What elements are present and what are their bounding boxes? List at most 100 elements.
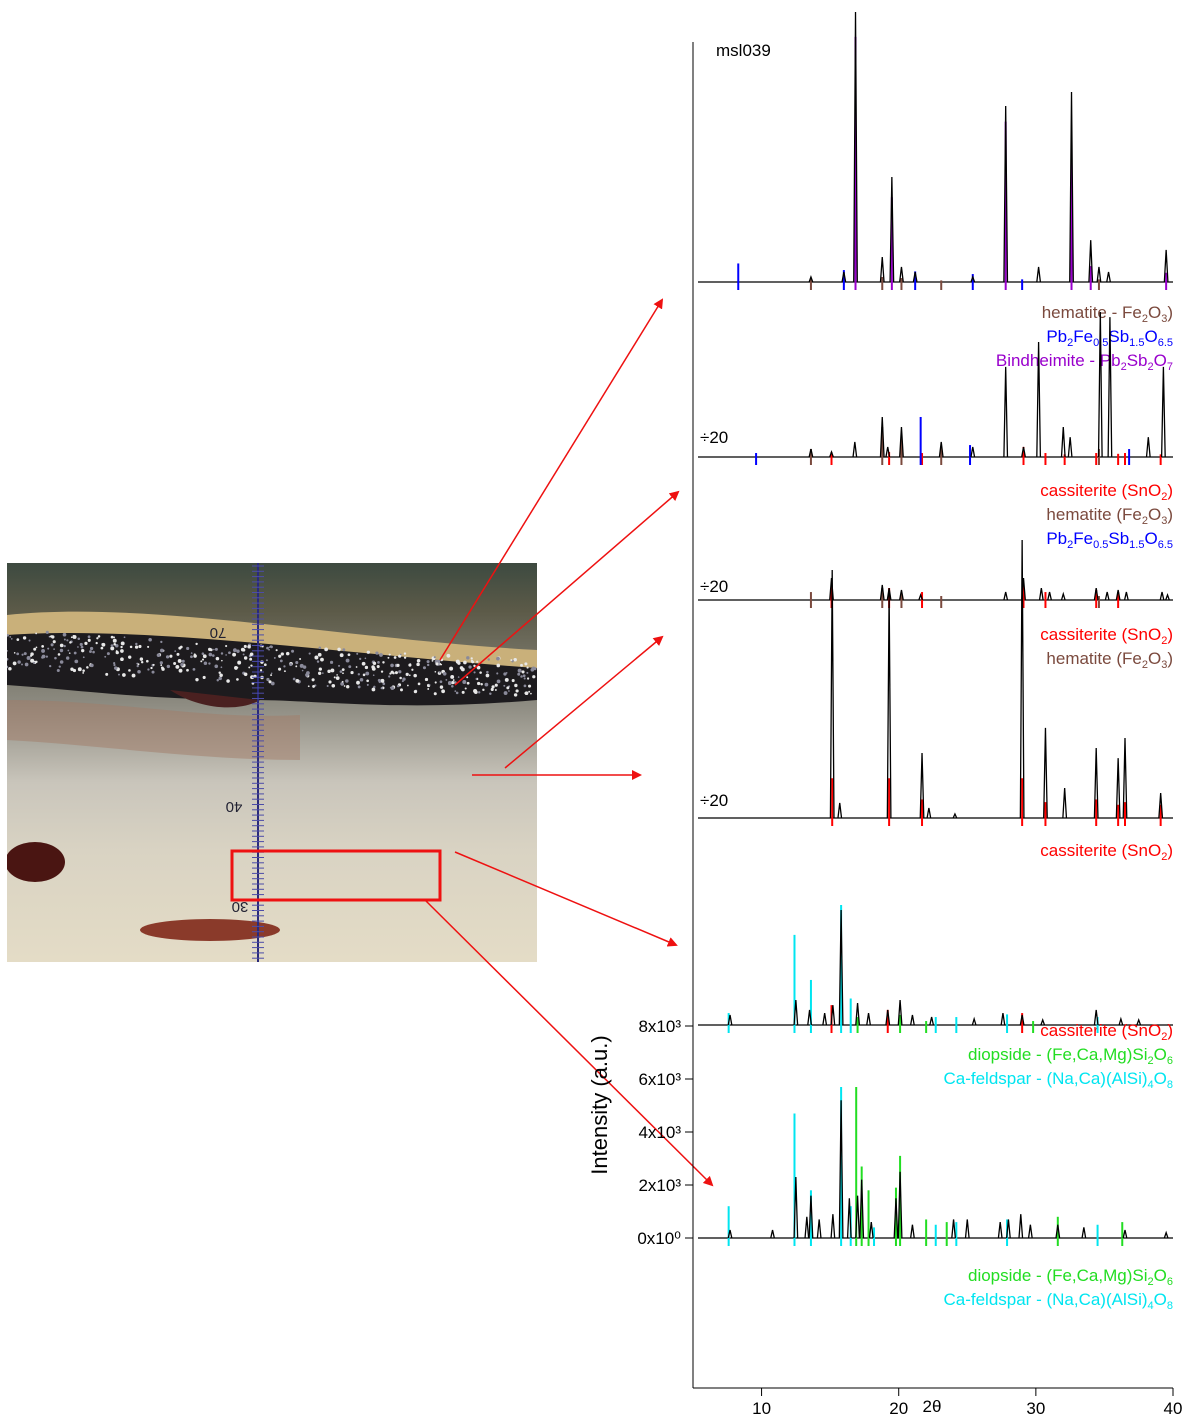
speckle xyxy=(505,678,509,682)
label-part: 8 xyxy=(1167,1300,1173,1312)
label-part: O xyxy=(1144,529,1157,548)
label-part: ) xyxy=(1167,505,1173,524)
speckle xyxy=(90,647,93,650)
label-part: O xyxy=(1154,1266,1167,1285)
speckle xyxy=(96,642,98,644)
speckle xyxy=(88,635,91,638)
speckle xyxy=(110,646,114,650)
peak xyxy=(911,1015,915,1025)
speckle xyxy=(504,691,508,695)
speckle xyxy=(278,655,281,658)
speckle xyxy=(394,656,397,659)
label-part: diopside - (Fe,Ca,Mg)Si xyxy=(968,1045,1148,1064)
speckle xyxy=(233,648,237,652)
speckle xyxy=(221,652,223,654)
speckle xyxy=(446,654,450,658)
peak xyxy=(831,1214,835,1238)
peak xyxy=(1004,592,1008,600)
speckle xyxy=(118,674,120,676)
speckle xyxy=(130,646,133,649)
speckle xyxy=(486,671,488,673)
peak xyxy=(886,447,890,457)
peak xyxy=(911,1225,915,1238)
speckle xyxy=(14,652,16,654)
speckle xyxy=(111,636,114,639)
speckle xyxy=(169,655,172,658)
speckle xyxy=(312,678,315,681)
label-part: Fe xyxy=(1073,327,1093,346)
x-axis-label: 2θ xyxy=(923,1397,942,1416)
y-tick-label: 4x10³ xyxy=(638,1123,681,1142)
speckle xyxy=(506,672,508,674)
label-part: O xyxy=(1154,1290,1167,1309)
peak xyxy=(1062,594,1066,600)
speckle xyxy=(513,658,516,661)
speckle xyxy=(219,673,223,677)
speckle xyxy=(202,658,204,660)
speckle xyxy=(390,664,394,668)
ruler-label: 0 xyxy=(523,453,531,470)
speckle xyxy=(496,672,498,674)
speckle xyxy=(179,669,183,673)
speckle xyxy=(54,657,57,660)
speckle xyxy=(60,649,63,652)
speckle xyxy=(121,641,125,645)
speckle xyxy=(167,665,170,668)
speckle xyxy=(328,680,331,683)
speckle xyxy=(524,692,526,694)
label-part: ) xyxy=(1167,649,1173,668)
speckle xyxy=(212,654,215,657)
speckle xyxy=(488,658,490,660)
speckle xyxy=(463,661,467,665)
speckle xyxy=(491,688,494,691)
speckle xyxy=(264,663,267,666)
speckle xyxy=(429,684,431,686)
x-tick-label: 10 xyxy=(752,1399,771,1418)
speckle xyxy=(427,664,429,666)
speckle xyxy=(382,661,384,663)
speckle xyxy=(147,646,149,648)
speckle xyxy=(440,685,443,688)
peak xyxy=(1162,367,1166,457)
speckle xyxy=(322,672,324,674)
speckle xyxy=(418,683,421,686)
speckle xyxy=(248,666,250,668)
speckle xyxy=(530,668,534,672)
speckle xyxy=(49,665,51,667)
figure: 8070604030200704030 2θ Intensity (a.u.) … xyxy=(0,0,1191,1421)
peak xyxy=(1063,788,1067,818)
speckle xyxy=(104,656,106,658)
speckle xyxy=(270,646,273,649)
speckle xyxy=(166,655,169,658)
label-part: O xyxy=(1148,649,1161,668)
label-part: O xyxy=(1148,505,1161,524)
speckle xyxy=(182,660,185,663)
speckle xyxy=(124,636,126,638)
peak xyxy=(1004,367,1008,457)
speckle xyxy=(228,651,231,654)
label-part: 0.5 xyxy=(1093,539,1108,551)
speckle xyxy=(92,651,95,654)
phase-label: cassiterite (SnO2) xyxy=(1040,1021,1173,1043)
phase-label: cassiterite (SnO2) xyxy=(1040,841,1173,863)
speckle xyxy=(396,664,399,667)
label-part: ) xyxy=(1167,625,1173,644)
speckle xyxy=(244,673,248,677)
speckle xyxy=(399,677,402,680)
speckle xyxy=(382,682,385,685)
label-part: Sb xyxy=(1127,351,1148,370)
peak xyxy=(1107,272,1111,282)
speckle xyxy=(247,645,251,649)
phase-label: Ca-feldspar - (Na,Ca)(AlSi)4O8 xyxy=(943,1069,1173,1091)
speckle xyxy=(350,671,353,674)
speckle xyxy=(295,679,299,683)
peak xyxy=(838,803,842,818)
speckle xyxy=(305,673,309,677)
label-part: hematite (Fe xyxy=(1046,649,1141,668)
speckle xyxy=(512,679,515,682)
speckle xyxy=(25,663,29,667)
speckle xyxy=(356,666,358,668)
speckle xyxy=(157,653,161,657)
speckle xyxy=(365,666,368,669)
x-tick-label: 20 xyxy=(889,1399,908,1418)
